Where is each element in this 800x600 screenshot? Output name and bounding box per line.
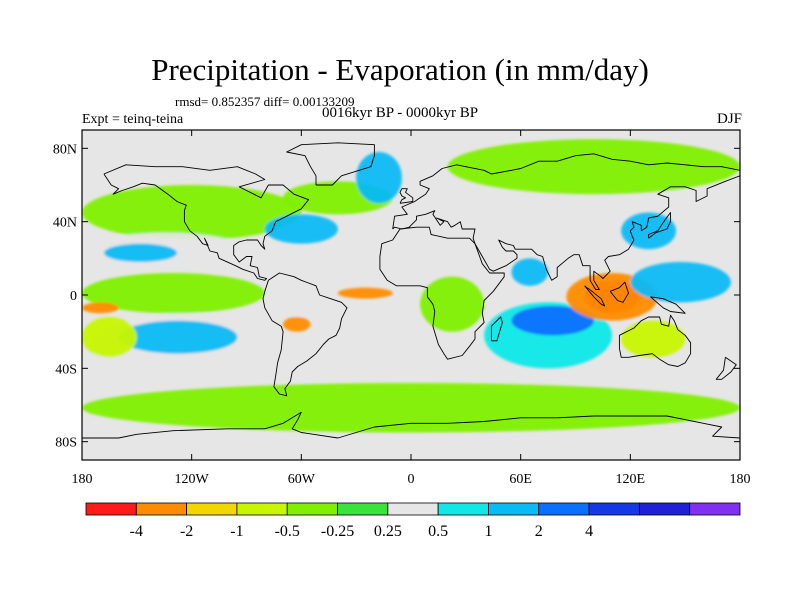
coastline-australia bbox=[618, 314, 692, 367]
x-tick-label: 180 bbox=[730, 472, 751, 487]
season-label: DJF bbox=[716, 111, 742, 127]
colorbar-swatch bbox=[337, 502, 389, 516]
region-greenland-sea-blue bbox=[356, 152, 402, 204]
map-field bbox=[82, 130, 740, 460]
coastline-uk bbox=[399, 188, 414, 204]
period-label: 0016kyr BP - 0000kyr BP bbox=[322, 105, 479, 121]
colorbar-label: -2 bbox=[180, 523, 193, 540]
region-amazon-cyan bbox=[273, 291, 338, 317]
colorbar-swatch bbox=[588, 502, 640, 516]
colorbar-swatch bbox=[286, 502, 338, 516]
x-axis-ticks: 180 120W 60W 0 60E 120E 180 bbox=[72, 130, 751, 487]
colorbar-swatch bbox=[135, 502, 188, 516]
colorbar-swatch bbox=[236, 502, 288, 516]
region-tropical-atlantic-orange bbox=[337, 287, 393, 299]
coastline-greenland bbox=[286, 142, 375, 186]
colorbar-label: 0.25 bbox=[374, 523, 402, 540]
region-south-pacific-blue-core bbox=[118, 320, 238, 354]
coastline-madagascar bbox=[490, 316, 503, 342]
colorbar-label: 1 bbox=[484, 523, 492, 540]
coastlines bbox=[82, 142, 740, 439]
colorbar-label: -0.25 bbox=[321, 523, 354, 540]
colorbar-label: 2 bbox=[535, 523, 543, 540]
region-africa-green bbox=[420, 276, 485, 332]
coastline-south-america bbox=[262, 272, 348, 397]
region-extratropical-south-pacific-green bbox=[82, 383, 740, 433]
region-australia-yellow bbox=[621, 320, 686, 358]
y-tick-label: 40N bbox=[53, 216, 77, 231]
colorbar-label: 0.5 bbox=[428, 523, 448, 540]
coastline-north-america bbox=[103, 164, 310, 281]
coastline-africa bbox=[379, 226, 505, 360]
region-south-pacific-yellow bbox=[82, 317, 137, 358]
colorbar-swatch bbox=[85, 502, 137, 516]
region-indian-ocean-blue bbox=[511, 306, 594, 336]
coastline-eurasia bbox=[392, 153, 740, 290]
colorbar-swatch bbox=[689, 502, 741, 516]
x-tick-label: 120W bbox=[175, 472, 210, 487]
region-arabian-sea-blue bbox=[511, 258, 549, 286]
region-north-atlantic-blue bbox=[264, 214, 338, 244]
region-north-pacific-green-band bbox=[82, 185, 302, 240]
experiment-label: Expt = teinq-teina bbox=[82, 112, 184, 127]
colorbar-swatch bbox=[387, 502, 439, 516]
colorbar-swatch bbox=[186, 502, 238, 516]
y-tick-label: 0 bbox=[70, 289, 77, 304]
coastline-japan bbox=[648, 212, 671, 239]
coastline-borneo bbox=[609, 281, 629, 303]
y-axis-ticks: 80N 40N 0 40S 80S bbox=[53, 142, 740, 451]
region-north-pacific-blue-core bbox=[103, 243, 178, 262]
colorbar-label: 4 bbox=[585, 523, 593, 540]
colorbar-swatch bbox=[638, 502, 691, 516]
coastline-sumatra bbox=[584, 285, 606, 307]
x-tick-label: 120E bbox=[616, 472, 646, 487]
y-tick-label: 80N bbox=[53, 142, 77, 157]
region-western-pacific-blue bbox=[630, 262, 731, 303]
figure-title: Precipitation - Evaporation (in mm/day) bbox=[151, 52, 649, 87]
x-tick-label: 180 bbox=[72, 472, 93, 487]
x-tick-label: 0 bbox=[408, 472, 415, 487]
colorbar-swatch bbox=[488, 502, 540, 516]
colorbar-swatch bbox=[437, 502, 489, 516]
y-tick-label: 40S bbox=[55, 362, 77, 377]
colorbar-swatch bbox=[538, 502, 590, 516]
colorbar-label: -4 bbox=[130, 523, 143, 540]
x-tick-label: 60E bbox=[509, 472, 532, 487]
colorbar-label: -0.5 bbox=[275, 523, 300, 540]
region-siberia-green bbox=[447, 139, 740, 195]
coastline-antarctica bbox=[82, 411, 740, 439]
x-tick-label: 60W bbox=[288, 472, 316, 487]
coastline-new-zealand bbox=[715, 356, 737, 380]
stats-label: rmsd= 0.852357 diff= 0.00133209 bbox=[175, 94, 355, 109]
region-south-atlantic-cyan bbox=[319, 335, 448, 372]
coastline-new-guinea bbox=[650, 296, 686, 314]
colorbar: -4 -2 -1 -0.5 -0.25 0.25 0.5 1 2 4 bbox=[85, 502, 741, 540]
region-tropical-pacific-green bbox=[82, 273, 265, 314]
region-brazil-orange bbox=[283, 317, 311, 332]
region-central-pacific-orange bbox=[82, 302, 119, 314]
y-tick-label: 80S bbox=[55, 436, 77, 451]
colorbar-label: -1 bbox=[230, 523, 243, 540]
region-east-asia-blue bbox=[621, 212, 677, 250]
